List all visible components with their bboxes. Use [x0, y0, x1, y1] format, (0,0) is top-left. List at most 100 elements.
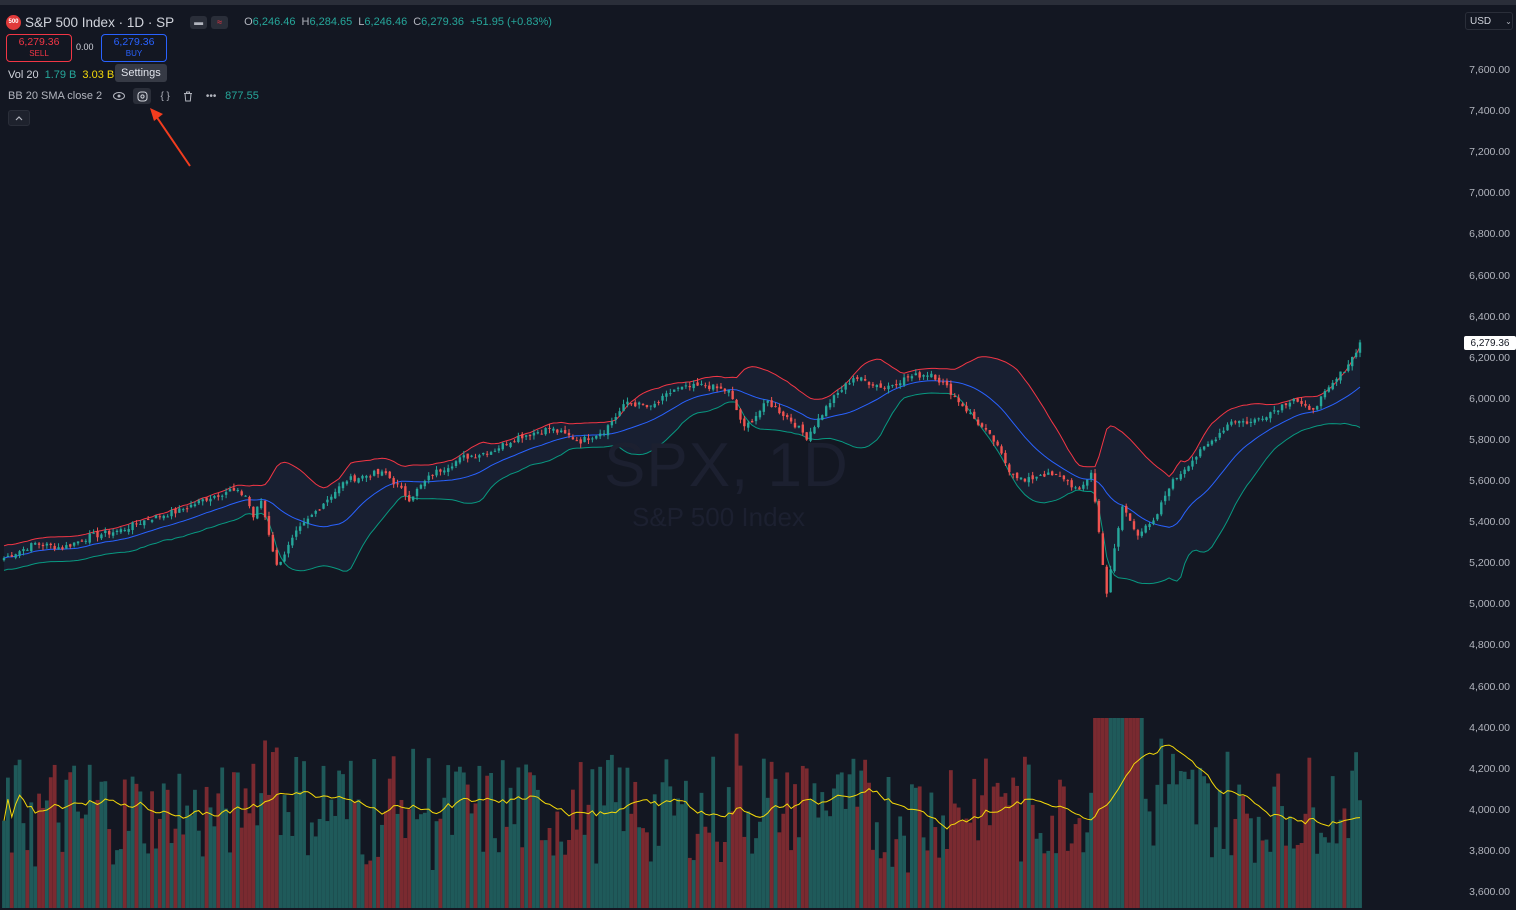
candle-body: [302, 522, 306, 526]
volume-bar: [1284, 845, 1288, 908]
volume-bar: [317, 818, 322, 908]
bollinger-indicator-name[interactable]: BB 20 SMA close 2: [8, 90, 103, 102]
volume-bar: [874, 822, 879, 908]
candle-body: [505, 444, 508, 446]
volume-bar: [333, 815, 338, 908]
candle-body: [162, 515, 165, 519]
candle-body: [980, 423, 984, 427]
bollinger-band-fill: [4, 346, 1360, 584]
last-price-tag: 6,279.36: [1464, 336, 1516, 350]
volume-bar: [699, 792, 704, 908]
market-status-icon[interactable]: ▬: [190, 15, 208, 29]
volume-bar: [294, 756, 299, 908]
volume-bar: [146, 853, 151, 908]
candle-body: [146, 518, 150, 521]
data-delay-icon[interactable]: ≈: [211, 15, 229, 29]
volume-bar: [606, 760, 610, 908]
volume-bar: [72, 765, 77, 908]
volume-bar: [99, 781, 104, 908]
candle-body: [1335, 378, 1338, 382]
eye-icon[interactable]: [110, 88, 128, 104]
volume-bar: [617, 767, 622, 908]
candle-body: [1354, 352, 1358, 358]
candle-body: [1249, 421, 1253, 424]
candle-body: [750, 420, 754, 423]
volume-bar: [44, 800, 49, 908]
volume-bar: [941, 815, 945, 908]
candle-body: [786, 415, 789, 418]
volume-bar: [1276, 773, 1281, 908]
volume-bar: [493, 838, 497, 908]
volume-bar: [1085, 832, 1090, 908]
candle-body: [949, 383, 953, 395]
candle-body: [1035, 476, 1038, 479]
candle-body: [762, 403, 766, 412]
volume-bar: [648, 861, 653, 908]
candle-body: [700, 383, 703, 385]
volume-bar: [629, 813, 634, 908]
price-axis-label: 5,200.00: [1469, 557, 1510, 570]
candle-body: [423, 481, 427, 487]
volume-bar: [824, 810, 829, 908]
volume-bar: [150, 791, 154, 908]
volume-bar: [204, 786, 209, 908]
settings-gear-icon[interactable]: [133, 88, 152, 104]
volume-bar: [278, 835, 283, 908]
price-axis-label: 6,400.00: [1469, 310, 1510, 323]
candle-body: [891, 385, 894, 387]
volume-bar: [196, 830, 201, 908]
currency-selector[interactable]: USD ⌄: [1465, 12, 1513, 30]
candle-body: [1047, 472, 1050, 475]
candle-body: [1292, 398, 1295, 402]
candle-body: [957, 397, 960, 403]
low-value: 6,246.46: [364, 16, 408, 28]
candle-body: [902, 377, 906, 386]
volume-bar: [68, 772, 73, 908]
candle-body: [80, 540, 84, 542]
volume-bar: [890, 866, 895, 908]
trash-icon[interactable]: [179, 88, 197, 104]
volume-bar: [399, 799, 404, 908]
candle-body: [1238, 421, 1241, 424]
volume-bar: [344, 819, 349, 908]
symbol-title[interactable]: S&P 500 Index · 1D · SP: [25, 14, 175, 30]
volume-bar: [995, 782, 1000, 908]
candle-body: [1179, 474, 1182, 480]
candle-body: [1315, 406, 1319, 410]
volume-bar: [1073, 824, 1078, 908]
candle-body: [37, 543, 41, 545]
collapse-legend-button[interactable]: [8, 110, 30, 126]
volume-bar: [952, 803, 957, 908]
more-options-icon[interactable]: •••: [205, 90, 217, 102]
candle-body: [111, 532, 115, 536]
candle-body: [158, 516, 162, 518]
volume-bar: [1081, 852, 1086, 908]
volume-bar: [921, 837, 926, 908]
volume-legend[interactable]: Vol 20 1.79 B 3.03 B: [8, 69, 114, 81]
candle-body: [1136, 530, 1140, 536]
volume-bar: [239, 827, 244, 908]
source-code-icon[interactable]: { }: [160, 90, 170, 102]
volume-bar: [1221, 848, 1226, 908]
volume-bar: [157, 818, 162, 908]
candle-body: [466, 453, 469, 459]
candle-body: [33, 543, 37, 545]
volume-bar: [761, 758, 766, 908]
sell-button[interactable]: 6,279.36 SELL: [6, 34, 72, 62]
symbol-header: 500 S&P 500 Index · 1D · SP ▬ ≈ O6,246.4…: [6, 12, 552, 32]
candle-body: [1019, 477, 1023, 480]
currency-label: USD: [1470, 15, 1492, 27]
candle-body: [201, 499, 204, 502]
volume-bar: [711, 756, 716, 908]
volume-bar: [1089, 792, 1094, 908]
candle-body: [824, 406, 828, 417]
volume-bar: [434, 821, 439, 908]
candle-body: [575, 440, 578, 442]
candle-body: [1023, 478, 1027, 482]
candle-body: [727, 390, 730, 393]
candle-body: [754, 416, 758, 422]
buy-button[interactable]: 6,279.36 BUY: [101, 34, 167, 62]
volume-bar: [1268, 851, 1273, 908]
candle-body: [361, 475, 364, 479]
